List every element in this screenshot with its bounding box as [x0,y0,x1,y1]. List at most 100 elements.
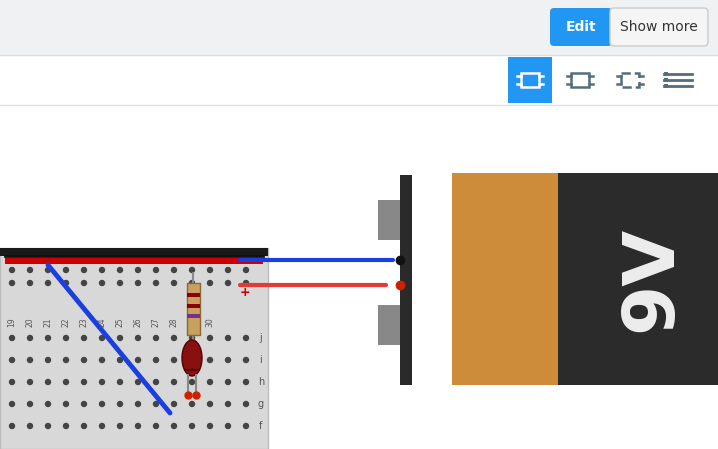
Bar [378,200,400,240]
Circle shape [82,281,86,286]
Circle shape [190,357,195,362]
Circle shape [100,379,105,384]
Circle shape [63,423,68,428]
Bar [5,258,263,264]
Circle shape [243,281,248,286]
Circle shape [118,401,123,406]
Circle shape [63,268,68,273]
Circle shape [27,379,32,384]
Text: 9V: 9V [617,226,686,332]
Circle shape [154,268,159,273]
Bar [187,283,200,335]
Circle shape [63,357,68,362]
Bar [0,0,718,55]
Circle shape [172,401,177,406]
Circle shape [45,423,50,428]
Circle shape [136,335,141,340]
Circle shape [208,401,213,406]
Circle shape [100,423,105,428]
Circle shape [172,379,177,384]
Circle shape [208,268,213,273]
Circle shape [172,335,177,340]
Circle shape [118,423,123,428]
Circle shape [118,379,123,384]
Circle shape [172,423,177,428]
Circle shape [225,268,230,273]
Circle shape [9,423,14,428]
Circle shape [243,423,248,428]
Circle shape [45,379,50,384]
Circle shape [172,268,177,273]
Circle shape [243,379,248,384]
Circle shape [45,357,50,362]
Circle shape [45,281,50,286]
Circle shape [82,335,86,340]
Bar [0,105,718,449]
Circle shape [82,379,86,384]
Circle shape [190,268,195,273]
Circle shape [118,268,123,273]
Circle shape [118,357,123,362]
Circle shape [243,401,248,406]
Circle shape [225,335,230,340]
Bar [0,248,268,449]
Text: 20: 20 [26,317,34,327]
Bar [378,305,400,345]
Circle shape [172,357,177,362]
Text: 26: 26 [134,317,142,327]
Bar [521,73,539,87]
Circle shape [136,379,141,384]
Circle shape [27,401,32,406]
Circle shape [225,357,230,362]
Circle shape [136,423,141,428]
FancyBboxPatch shape [610,8,708,46]
Text: Show more: Show more [620,20,698,34]
Circle shape [154,357,159,362]
Circle shape [225,423,230,428]
Text: 29: 29 [187,317,197,327]
Text: 28: 28 [169,317,179,327]
Circle shape [243,268,248,273]
Bar [664,78,668,82]
Circle shape [100,357,105,362]
Circle shape [82,357,86,362]
Circle shape [225,401,230,406]
Circle shape [225,281,230,286]
Text: h: h [258,377,264,387]
Circle shape [208,379,213,384]
Bar [571,73,589,87]
Circle shape [154,281,159,286]
Circle shape [190,379,195,384]
Text: 27: 27 [151,317,161,327]
Circle shape [118,281,123,286]
Circle shape [82,423,86,428]
Circle shape [100,335,105,340]
Circle shape [82,401,86,406]
Circle shape [45,401,50,406]
Circle shape [9,268,14,273]
Circle shape [190,423,195,428]
Circle shape [27,423,32,428]
Circle shape [136,281,141,286]
Bar [559,173,718,385]
Text: 24: 24 [98,317,106,327]
Circle shape [100,268,105,273]
Circle shape [100,281,105,286]
Circle shape [27,268,32,273]
Circle shape [118,335,123,340]
Circle shape [9,401,14,406]
Circle shape [45,335,50,340]
Text: f: f [259,421,263,431]
Circle shape [154,423,159,428]
Ellipse shape [182,340,202,376]
Bar [664,72,668,76]
Circle shape [243,335,248,340]
Text: 22: 22 [62,317,70,327]
Text: 23: 23 [80,317,88,327]
Circle shape [154,335,159,340]
Circle shape [9,335,14,340]
Circle shape [208,423,213,428]
Circle shape [136,401,141,406]
Circle shape [208,357,213,362]
Text: 19: 19 [7,317,17,327]
